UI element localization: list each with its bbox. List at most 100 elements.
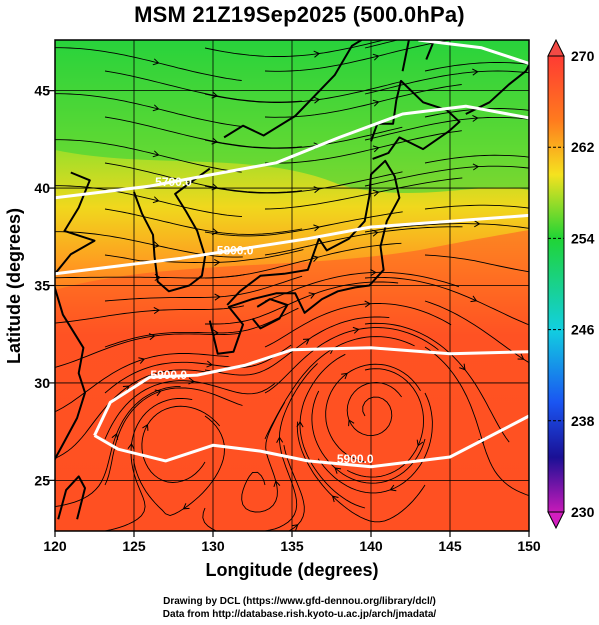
colorbar-tick-label: 270 <box>571 48 595 64</box>
x-tick-label: 130 <box>201 538 225 554</box>
y-tick-label: 35 <box>34 278 50 294</box>
streamline <box>55 353 229 413</box>
height-contour <box>93 414 529 469</box>
streamline-arrow <box>182 503 190 510</box>
streamline-arrow <box>472 114 479 122</box>
streamline <box>241 401 286 513</box>
streamline-arrow <box>152 196 160 204</box>
streamline <box>55 369 211 459</box>
coastline <box>465 64 529 115</box>
colorbar-tick-label: 254 <box>571 230 595 246</box>
streamline <box>104 397 193 531</box>
coastline <box>208 159 401 355</box>
streamline <box>264 130 462 164</box>
streamline <box>325 363 421 463</box>
streamline-arrow <box>534 108 540 114</box>
streamline-arrow <box>348 419 355 427</box>
streamline <box>204 316 390 376</box>
streamline-arrow <box>472 23 477 29</box>
x-tick-label: 125 <box>122 538 146 554</box>
streamline-arrow <box>138 357 146 364</box>
plot-area: 5700.0 5800.0 5900.0 5900.0 <box>55 23 540 531</box>
streamline <box>364 116 529 141</box>
streamline <box>204 242 402 279</box>
streamline-arrow <box>111 432 119 440</box>
streamline <box>104 387 243 486</box>
streamline <box>264 303 452 348</box>
streamline-arrow <box>352 326 360 334</box>
colorbar-tick-label: 230 <box>571 504 595 520</box>
x-tick-label: 120 <box>43 538 67 554</box>
streamline <box>104 344 292 394</box>
streamline <box>424 204 529 210</box>
streamline-arrow <box>470 295 478 303</box>
streamline-arrow <box>296 420 304 428</box>
streamline <box>311 390 426 484</box>
streamline <box>347 368 424 478</box>
contour-label: 5900.0 <box>150 368 187 382</box>
streamline-arrow <box>212 329 220 337</box>
colorbar: 270 262 254 246 238 230 <box>547 38 595 530</box>
streamline <box>424 62 529 72</box>
streamline-arrow <box>372 189 380 197</box>
coastline <box>133 167 211 293</box>
gridlines <box>55 40 529 531</box>
streamline-arrow <box>534 206 540 212</box>
streamline <box>104 116 302 149</box>
streamline <box>264 177 463 210</box>
streamline <box>104 208 303 235</box>
streamline <box>55 139 242 173</box>
colorbar-tick-label: 262 <box>571 139 595 155</box>
streamline <box>55 93 242 127</box>
streamline <box>55 385 181 508</box>
streamline <box>424 108 529 118</box>
streamline <box>424 254 529 273</box>
colorbar-max-arrow <box>547 38 565 57</box>
streamline-arrow <box>334 467 342 474</box>
contours: 5700.0 5800.0 5900.0 5900.0 <box>55 40 529 469</box>
streamline <box>299 353 366 509</box>
streamline-arrow <box>472 68 479 76</box>
streamline-arrow <box>474 220 481 228</box>
streamline <box>264 84 462 118</box>
streamline <box>104 380 276 440</box>
streamline <box>204 126 403 149</box>
streamline-arrow <box>313 186 321 194</box>
colorbar-body <box>547 55 565 513</box>
streamline-arrow <box>459 363 466 371</box>
y-tick-label: 40 <box>34 180 50 196</box>
streamline-arrow <box>372 229 379 237</box>
streamline <box>104 307 299 348</box>
x-tick-label: 150 <box>517 538 541 554</box>
colorbar-min-arrow <box>547 511 565 530</box>
streamline <box>364 322 510 443</box>
streamline <box>104 162 302 194</box>
contour-label: 5800.0 <box>217 243 254 257</box>
streamline-arrow <box>273 480 281 488</box>
height-contour <box>55 104 529 200</box>
streamline-arrow <box>152 150 160 158</box>
streamline <box>264 271 460 302</box>
streamline-arrow <box>154 389 162 397</box>
coastlines <box>55 40 529 520</box>
footer-credit: Drawing by DCL (https://www.gfd-dennou.o… <box>163 596 436 607</box>
colorbar-ticks: 270 262 254 246 238 230 <box>548 48 595 520</box>
streamline-arrow <box>311 255 319 262</box>
streamline <box>364 276 529 326</box>
streamline <box>141 405 221 483</box>
x-tick-label: 135 <box>280 538 304 554</box>
x-axis-title: Longitude (degrees) <box>205 560 378 580</box>
streamline <box>202 445 305 531</box>
height-contour <box>418 40 529 65</box>
streamline-arrow <box>313 50 321 58</box>
streamline <box>204 40 386 57</box>
streamlines <box>55 23 540 531</box>
streamline <box>104 275 303 302</box>
streamline-arrow <box>341 372 348 380</box>
streamline-arrow <box>127 442 135 450</box>
colorbar-tick-label: 238 <box>571 413 595 429</box>
streamline-arrow <box>364 300 372 308</box>
x-tick-label: 145 <box>438 538 462 554</box>
streamline <box>264 226 463 256</box>
x-axis: 120 125 130 135 140 145 150 <box>43 531 541 554</box>
